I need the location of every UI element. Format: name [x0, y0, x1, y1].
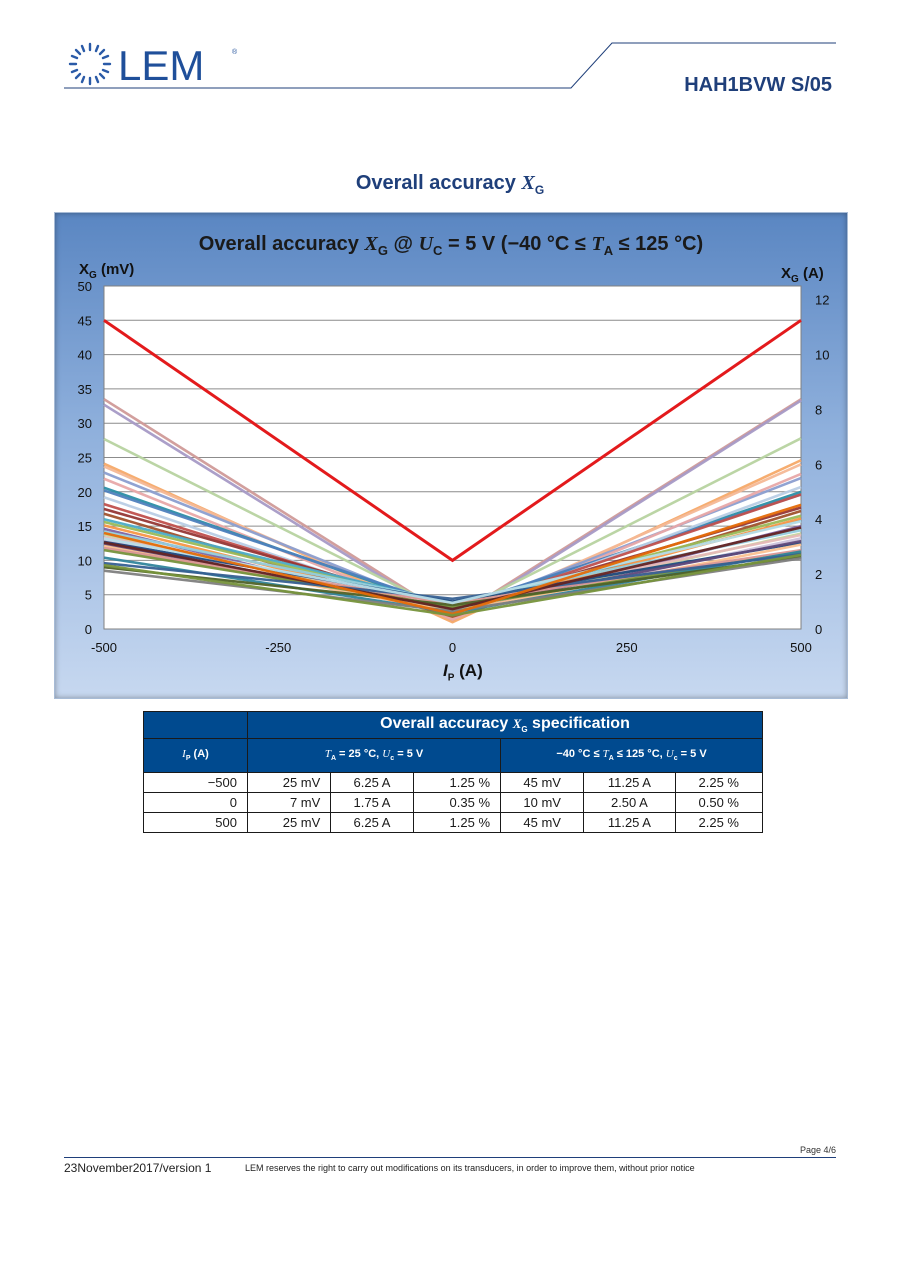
footer-disclaimer: LEM reserves the right to carry out modi… [245, 1163, 695, 1173]
cell-mv-range: 45 mV [500, 812, 585, 833]
svg-text:LEM: LEM [118, 42, 204, 89]
footer-divider [64, 1157, 836, 1158]
y2-tick-label: 10 [815, 348, 829, 363]
table-corner-cell [143, 711, 248, 739]
y-tick-label: 15 [78, 519, 92, 534]
y-left-axis-label: XG (mV) [79, 261, 135, 281]
y-right-axis-label: XG (A) [781, 265, 824, 285]
cell-mv-range: 10 mV [500, 792, 585, 813]
x-tick-label: -250 [265, 640, 291, 655]
y2-tick-label: 0 [815, 622, 822, 637]
chart-panel: 0 5 10 15 20 25 30 35 40 45 50 0 2 4 6 8 10 12 -500 -250 0 25… [54, 212, 848, 699]
sample-series-line [103, 553, 802, 617]
sample-series-line [103, 555, 802, 607]
cell-ip: 0 [143, 792, 248, 813]
y-tick-label: 0 [85, 622, 92, 637]
y-tick-label: 50 [78, 279, 92, 294]
cell-pct-range: 0.50 % [674, 792, 764, 813]
document-code: HAH1BVW S/05 [684, 74, 832, 96]
section-title: Overall accuracy XG [355, 172, 545, 197]
cell-pct-25c: 1.25 % [412, 812, 502, 833]
y-tick-label: 10 [78, 553, 92, 568]
accuracy-spec-table: Overall accuracy XG specification IP (A)… [143, 711, 764, 833]
cell-a-range: 2.50 A [583, 792, 676, 813]
y2-tick-label: 12 [815, 293, 829, 308]
cell-mv-25c: 25 mV [246, 812, 332, 833]
cell-pct-25c: 0.35 % [412, 792, 502, 813]
sample-series-line [103, 548, 802, 609]
cell-a-25c: 1.75 A [330, 792, 414, 813]
cell-ip: −500 [143, 772, 248, 793]
x-tick-label: 250 [616, 640, 638, 655]
sun-burst-icon [68, 42, 112, 86]
header-decoration [64, 42, 836, 89]
x-axis-label: IP (A) [443, 661, 483, 684]
y-tick-label: 35 [78, 382, 92, 397]
table-row: 500 25 mV 6.25 A 1.25 % 45 mV 11.25 A 2.… [143, 812, 764, 833]
cell-a-range: 11.25 A [583, 812, 676, 833]
x-tick-label: 0 [449, 640, 456, 655]
col-header-ip: IP (A) [143, 738, 248, 773]
table-row: 0 7 mV 1.75 A 0.35 % 10 mV 2.50 A 0.50 % [143, 792, 764, 813]
cell-pct-range: 2.25 % [674, 772, 764, 793]
y-tick-label: 25 [78, 451, 92, 466]
table-title: Overall accuracy XG specification [247, 711, 763, 739]
y-tick-label: 5 [85, 588, 92, 603]
y-tick-label: 20 [78, 485, 92, 500]
cell-ip: 500 [143, 812, 248, 833]
table-row: −500 25 mV 6.25 A 1.25 % 45 mV 11.25 A 2… [143, 772, 764, 793]
cell-mv-range: 45 mV [500, 772, 585, 793]
col-header-temp-range: −40 °C ≤ TA ≤ 125 °C, Uc = 5 V [500, 738, 763, 773]
plot-border [103, 285, 802, 630]
cell-pct-range: 2.25 % [674, 812, 764, 833]
sample-series-line [103, 472, 802, 621]
col-header-25c: TA = 25 °C, Uc = 5 V [246, 738, 502, 773]
sample-series-line [103, 526, 802, 611]
cell-a-25c: 6.25 A [330, 772, 414, 793]
sample-series-line [103, 503, 802, 616]
y2-tick-label: 2 [815, 567, 822, 582]
cell-mv-25c: 25 mV [246, 772, 332, 793]
y2-tick-label: 4 [815, 512, 822, 527]
cell-mv-25c: 7 mV [246, 792, 332, 813]
sample-series-line [103, 540, 802, 603]
y2-tick-label: 8 [815, 402, 822, 417]
page-number: Page 4/6 [799, 1145, 836, 1155]
sample-series-line [103, 552, 802, 601]
y-tick-label: 30 [78, 416, 92, 431]
footer-date: 23November2017/version 1 [64, 1161, 212, 1175]
svg-text:®: ® [232, 48, 238, 56]
cell-a-range: 11.25 A [583, 772, 676, 793]
cell-a-25c: 6.25 A [330, 812, 414, 833]
x-tick-label: -500 [91, 640, 117, 655]
cell-pct-25c: 1.25 % [412, 772, 502, 793]
y-tick-label: 45 [78, 313, 92, 328]
chart-title: Overall accuracy XG @ UC = 5 V (−40 °C ≤… [198, 233, 704, 258]
limit-series-line [103, 319, 802, 563]
y2-tick-label: 6 [815, 457, 822, 472]
lem-logo: LEM ® [68, 42, 238, 89]
y-tick-label: 40 [78, 348, 92, 363]
x-tick-label: 500 [790, 640, 812, 655]
